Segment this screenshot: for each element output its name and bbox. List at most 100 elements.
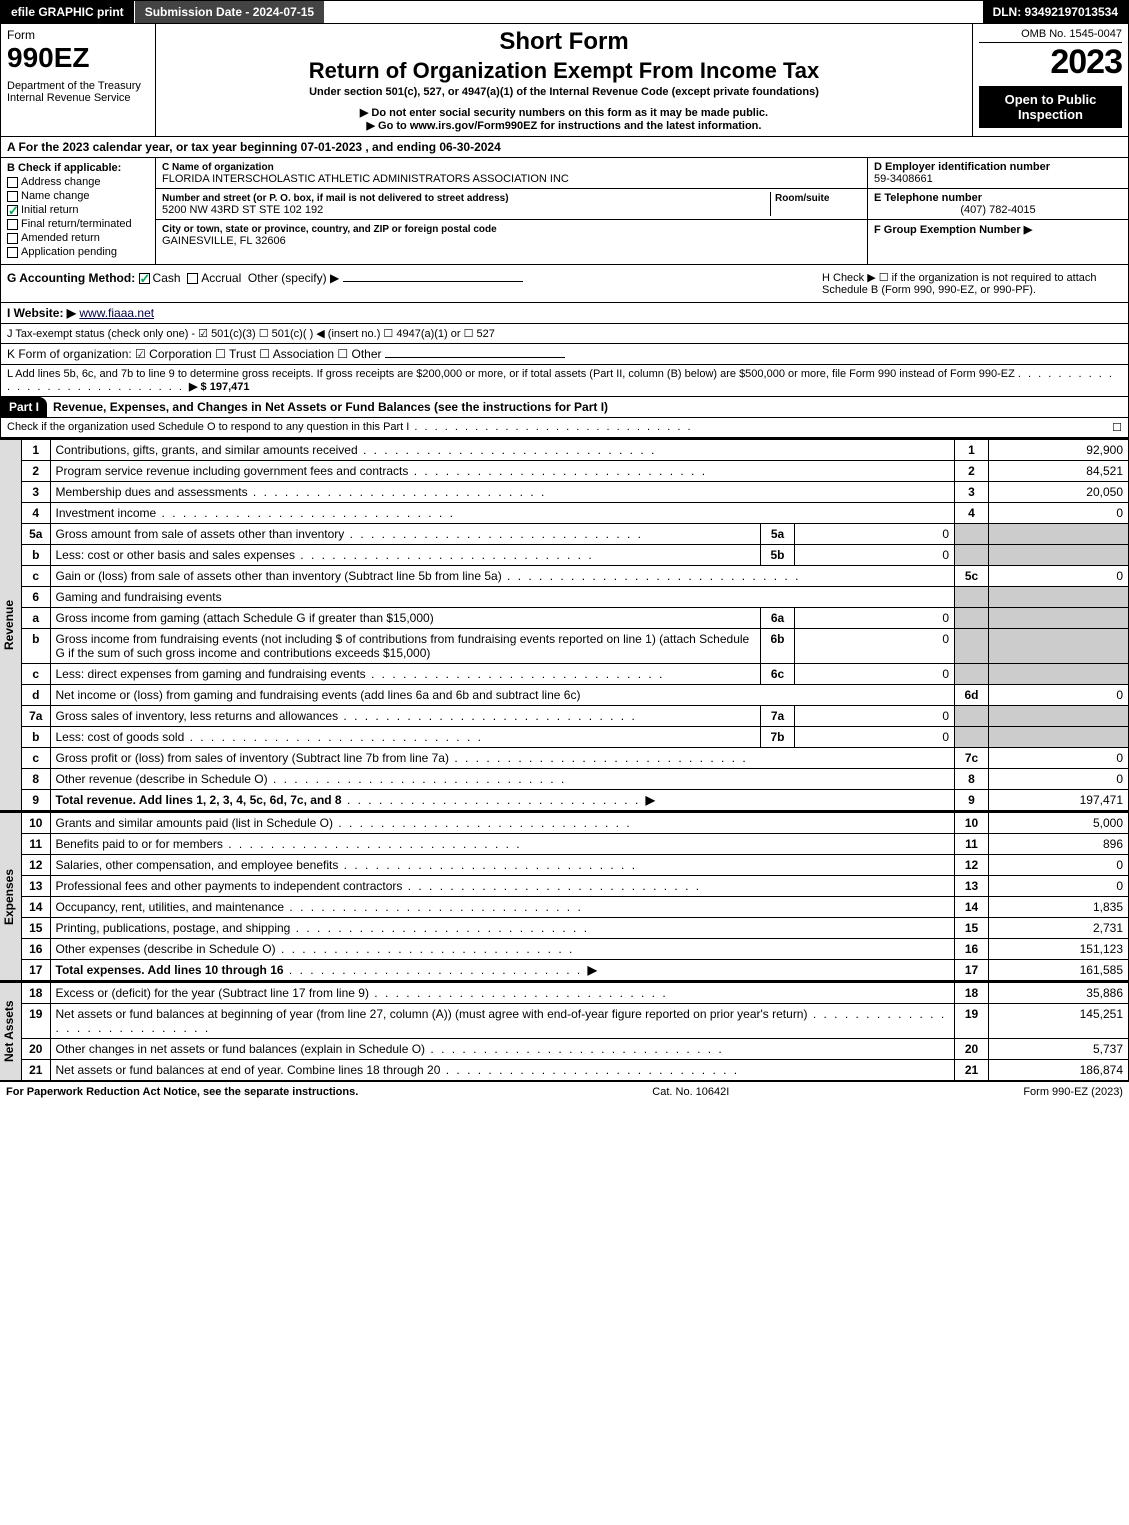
col-b-label: B Check if applicable: [7,162,121,174]
city-value: GAINESVILLE, FL 32606 [162,235,286,247]
line-1: 1Contributions, gifts, grants, and simil… [22,440,1129,461]
efile-print-button[interactable]: efile GRAPHIC print [1,1,135,23]
g-label: G Accounting Method: [7,271,135,285]
line-10: 10Grants and similar amounts paid (list … [22,813,1129,834]
row-a-tax-year: A For the 2023 calendar year, or tax yea… [0,137,1129,158]
footer-right: Form 990-EZ (2023) [1023,1086,1123,1098]
header-center: Short Form Return of Organization Exempt… [156,24,973,136]
city-label: City or town, state or province, country… [162,224,497,235]
row-l-gross-receipts: L Add lines 5b, 6c, and 7b to line 9 to … [0,365,1129,397]
chk-address-change[interactable]: Address change [7,176,149,188]
line-6: 6Gaming and fundraising events [22,587,1129,608]
line-16: 16Other expenses (describe in Schedule O… [22,939,1129,960]
group-exemption-arrow: ▶ [1024,224,1032,236]
line-3: 3Membership dues and assessments320,050 [22,482,1129,503]
website-link[interactable]: www.fiaaa.net [79,306,154,320]
line-5c: cGain or (loss) from sale of assets othe… [22,566,1129,587]
line-12: 12Salaries, other compensation, and empl… [22,855,1129,876]
revenue-section: Revenue 1Contributions, gifts, grants, a… [0,438,1129,811]
chk-cash-label: Cash [153,271,181,285]
phone-label: E Telephone number [874,192,982,204]
line-14: 14Occupancy, rent, utilities, and mainte… [22,897,1129,918]
expenses-section: Expenses 10Grants and similar amounts pa… [0,811,1129,981]
header-left: Form 990EZ Department of the Treasury In… [1,24,156,136]
room-label: Room/suite [775,193,829,204]
open-to-public-badge: Open to Public Inspection [979,86,1122,128]
other-specify-line [343,281,523,282]
chk-initial-return-label: Initial return [21,204,78,216]
row-i-website: I Website: ▶ www.fiaaa.net [0,303,1129,324]
revenue-tab: Revenue [0,439,22,811]
chk-accrual[interactable] [187,273,198,284]
dln-label: DLN: 93492197013534 [983,1,1128,23]
line-7a: 7aGross sales of inventory, less returns… [22,706,1129,727]
subtitle-2: ▶ Do not enter social security numbers o… [166,106,962,119]
dept-label: Department of the Treasury Internal Reve… [7,80,149,104]
submission-date-label: Submission Date - 2024-07-15 [135,1,325,23]
phone-row: E Telephone number (407) 782-4015 [868,189,1128,220]
other-org-line [385,357,565,358]
block-bcdef: B Check if applicable: Address change Na… [0,158,1129,265]
header-right: OMB No. 1545-0047 2023 Open to Public In… [973,24,1128,136]
line-7c: cGross profit or (loss) from sales of in… [22,748,1129,769]
line-6c: cLess: direct expenses from gaming and f… [22,664,1129,685]
part1-title: Revenue, Expenses, and Changes in Net As… [47,397,1128,417]
row-k-text: K Form of organization: ☑ Corporation ☐ … [7,347,382,361]
short-form-title: Short Form [166,28,962,56]
group-exemption-label: F Group Exemption Number [874,224,1021,236]
ein-value: 59-3408661 [874,173,933,185]
netassets-section: Net Assets 18Excess or (deficit) for the… [0,981,1129,1081]
revenue-table: 1Contributions, gifts, grants, and simil… [22,439,1129,811]
line-13: 13Professional fees and other payments t… [22,876,1129,897]
topbar-spacer [325,1,982,23]
street-value: 5200 NW 43RD ST STE 102 192 [162,204,323,216]
footer-center: Cat. No. 10642I [652,1086,729,1098]
part1-label: Part I [1,397,47,417]
other-specify-label: Other (specify) ▶ [248,271,339,285]
row-k-form-org: K Form of organization: ☑ Corporation ☐ … [0,344,1129,365]
form-header: Form 990EZ Department of the Treasury In… [0,24,1129,137]
chk-name-change[interactable]: Name change [7,190,149,202]
street-row: Number and street (or P. O. box, if mail… [156,189,867,220]
col-def: D Employer identification number 59-3408… [868,158,1128,264]
ein-row: D Employer identification number 59-3408… [868,158,1128,189]
chk-pending[interactable]: Application pending [7,246,149,258]
chk-final-return-label: Final return/terminated [21,218,132,230]
line-9: 9Total revenue. Add lines 1, 2, 3, 4, 5c… [22,790,1129,811]
netassets-tab: Net Assets [0,982,22,1081]
street-label: Number and street (or P. O. box, if mail… [162,193,509,204]
chk-final-return[interactable]: Final return/terminated [7,218,149,230]
subtitle-1: Under section 501(c), 527, or 4947(a)(1)… [166,86,962,98]
row-g-h: G Accounting Method: Cash Accrual Other … [0,265,1129,303]
netassets-table: 18Excess or (deficit) for the year (Subt… [22,982,1129,1081]
line-6d: dNet income or (loss) from gaming and fu… [22,685,1129,706]
line-4: 4Investment income40 [22,503,1129,524]
expenses-tab: Expenses [0,812,22,981]
org-name-row: C Name of organization FLORIDA INTERSCHO… [156,158,867,189]
chk-amended[interactable]: Amended return [7,232,149,244]
org-name-value: FLORIDA INTERSCHOLASTIC ATHLETIC ADMINIS… [162,173,569,185]
row-a-text: A For the 2023 calendar year, or tax yea… [7,140,501,154]
chk-initial-return[interactable]: Initial return [7,204,149,216]
chk-address-change-label: Address change [21,176,101,188]
phone-value: (407) 782-4015 [874,204,1122,216]
form-number: 990EZ [7,42,149,74]
part1-check-text: Check if the organization used Schedule … [7,421,1112,434]
chk-amended-label: Amended return [21,232,100,244]
city-row: City or town, state or province, country… [156,220,867,250]
col-c-org-info: C Name of organization FLORIDA INTERSCHO… [156,158,868,264]
part1-check-row: Check if the organization used Schedule … [0,418,1129,438]
line-2: 2Program service revenue including gover… [22,461,1129,482]
line-6a: aGross income from gaming (attach Schedu… [22,608,1129,629]
page-footer: For Paperwork Reduction Act Notice, see … [0,1081,1129,1102]
chk-cash[interactable] [139,273,150,284]
h-schedule-b: H Check ▶ ☐ if the organization is not r… [822,271,1122,296]
row-l-amount: ▶ $ 197,471 [189,381,249,393]
part1-check-box[interactable]: ☐ [1112,421,1122,434]
line-5b: bLess: cost or other basis and sales exp… [22,545,1129,566]
chk-accrual-label: Accrual [201,271,241,285]
row-l-text: L Add lines 5b, 6c, and 7b to line 9 to … [7,368,1015,380]
line-7b: bLess: cost of goods sold7b0 [22,727,1129,748]
omb-number: OMB No. 1545-0047 [979,28,1122,43]
line-19: 19Net assets or fund balances at beginni… [22,1004,1129,1039]
